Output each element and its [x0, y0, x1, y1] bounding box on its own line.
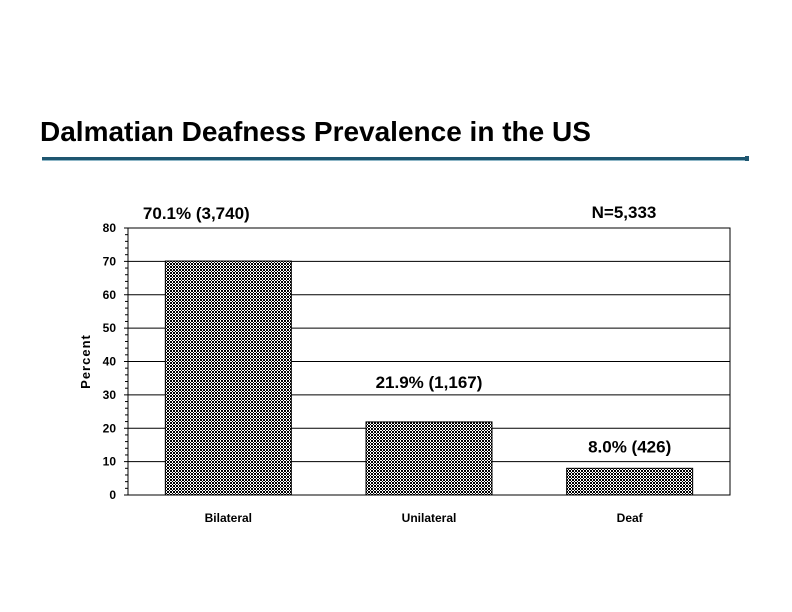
data-label: 21.9% (1,167)	[376, 373, 483, 392]
y-tick-label: 10	[103, 455, 117, 469]
bar-bilateral	[164, 260, 292, 496]
y-tick-label: 0	[109, 488, 116, 502]
x-tick-label: Bilateral	[205, 511, 252, 525]
y-tick-label: 50	[103, 321, 117, 335]
x-tick-label: Deaf	[617, 511, 644, 525]
y-tick-label: 70	[103, 254, 117, 268]
title-underline	[42, 157, 746, 161]
bar-deaf	[566, 467, 694, 496]
y-tick-label: 60	[103, 288, 117, 302]
sample-size-annotation: N=5,333	[592, 203, 657, 222]
y-tick-label: 80	[103, 221, 117, 235]
y-tick-label: 20	[103, 421, 117, 435]
y-axis-label: Percent	[78, 334, 93, 389]
bar-unilateral	[365, 421, 493, 496]
title-underline-end	[745, 156, 749, 161]
data-label: 70.1% (3,740)	[143, 204, 250, 223]
y-tick-label: 30	[103, 388, 117, 402]
x-tick-label: Unilateral	[402, 511, 457, 525]
y-tick-label: 40	[103, 355, 117, 369]
slide-title: Dalmatian Deafness Prevalence in the US	[40, 116, 591, 147]
data-label: 8.0% (426)	[588, 437, 671, 456]
